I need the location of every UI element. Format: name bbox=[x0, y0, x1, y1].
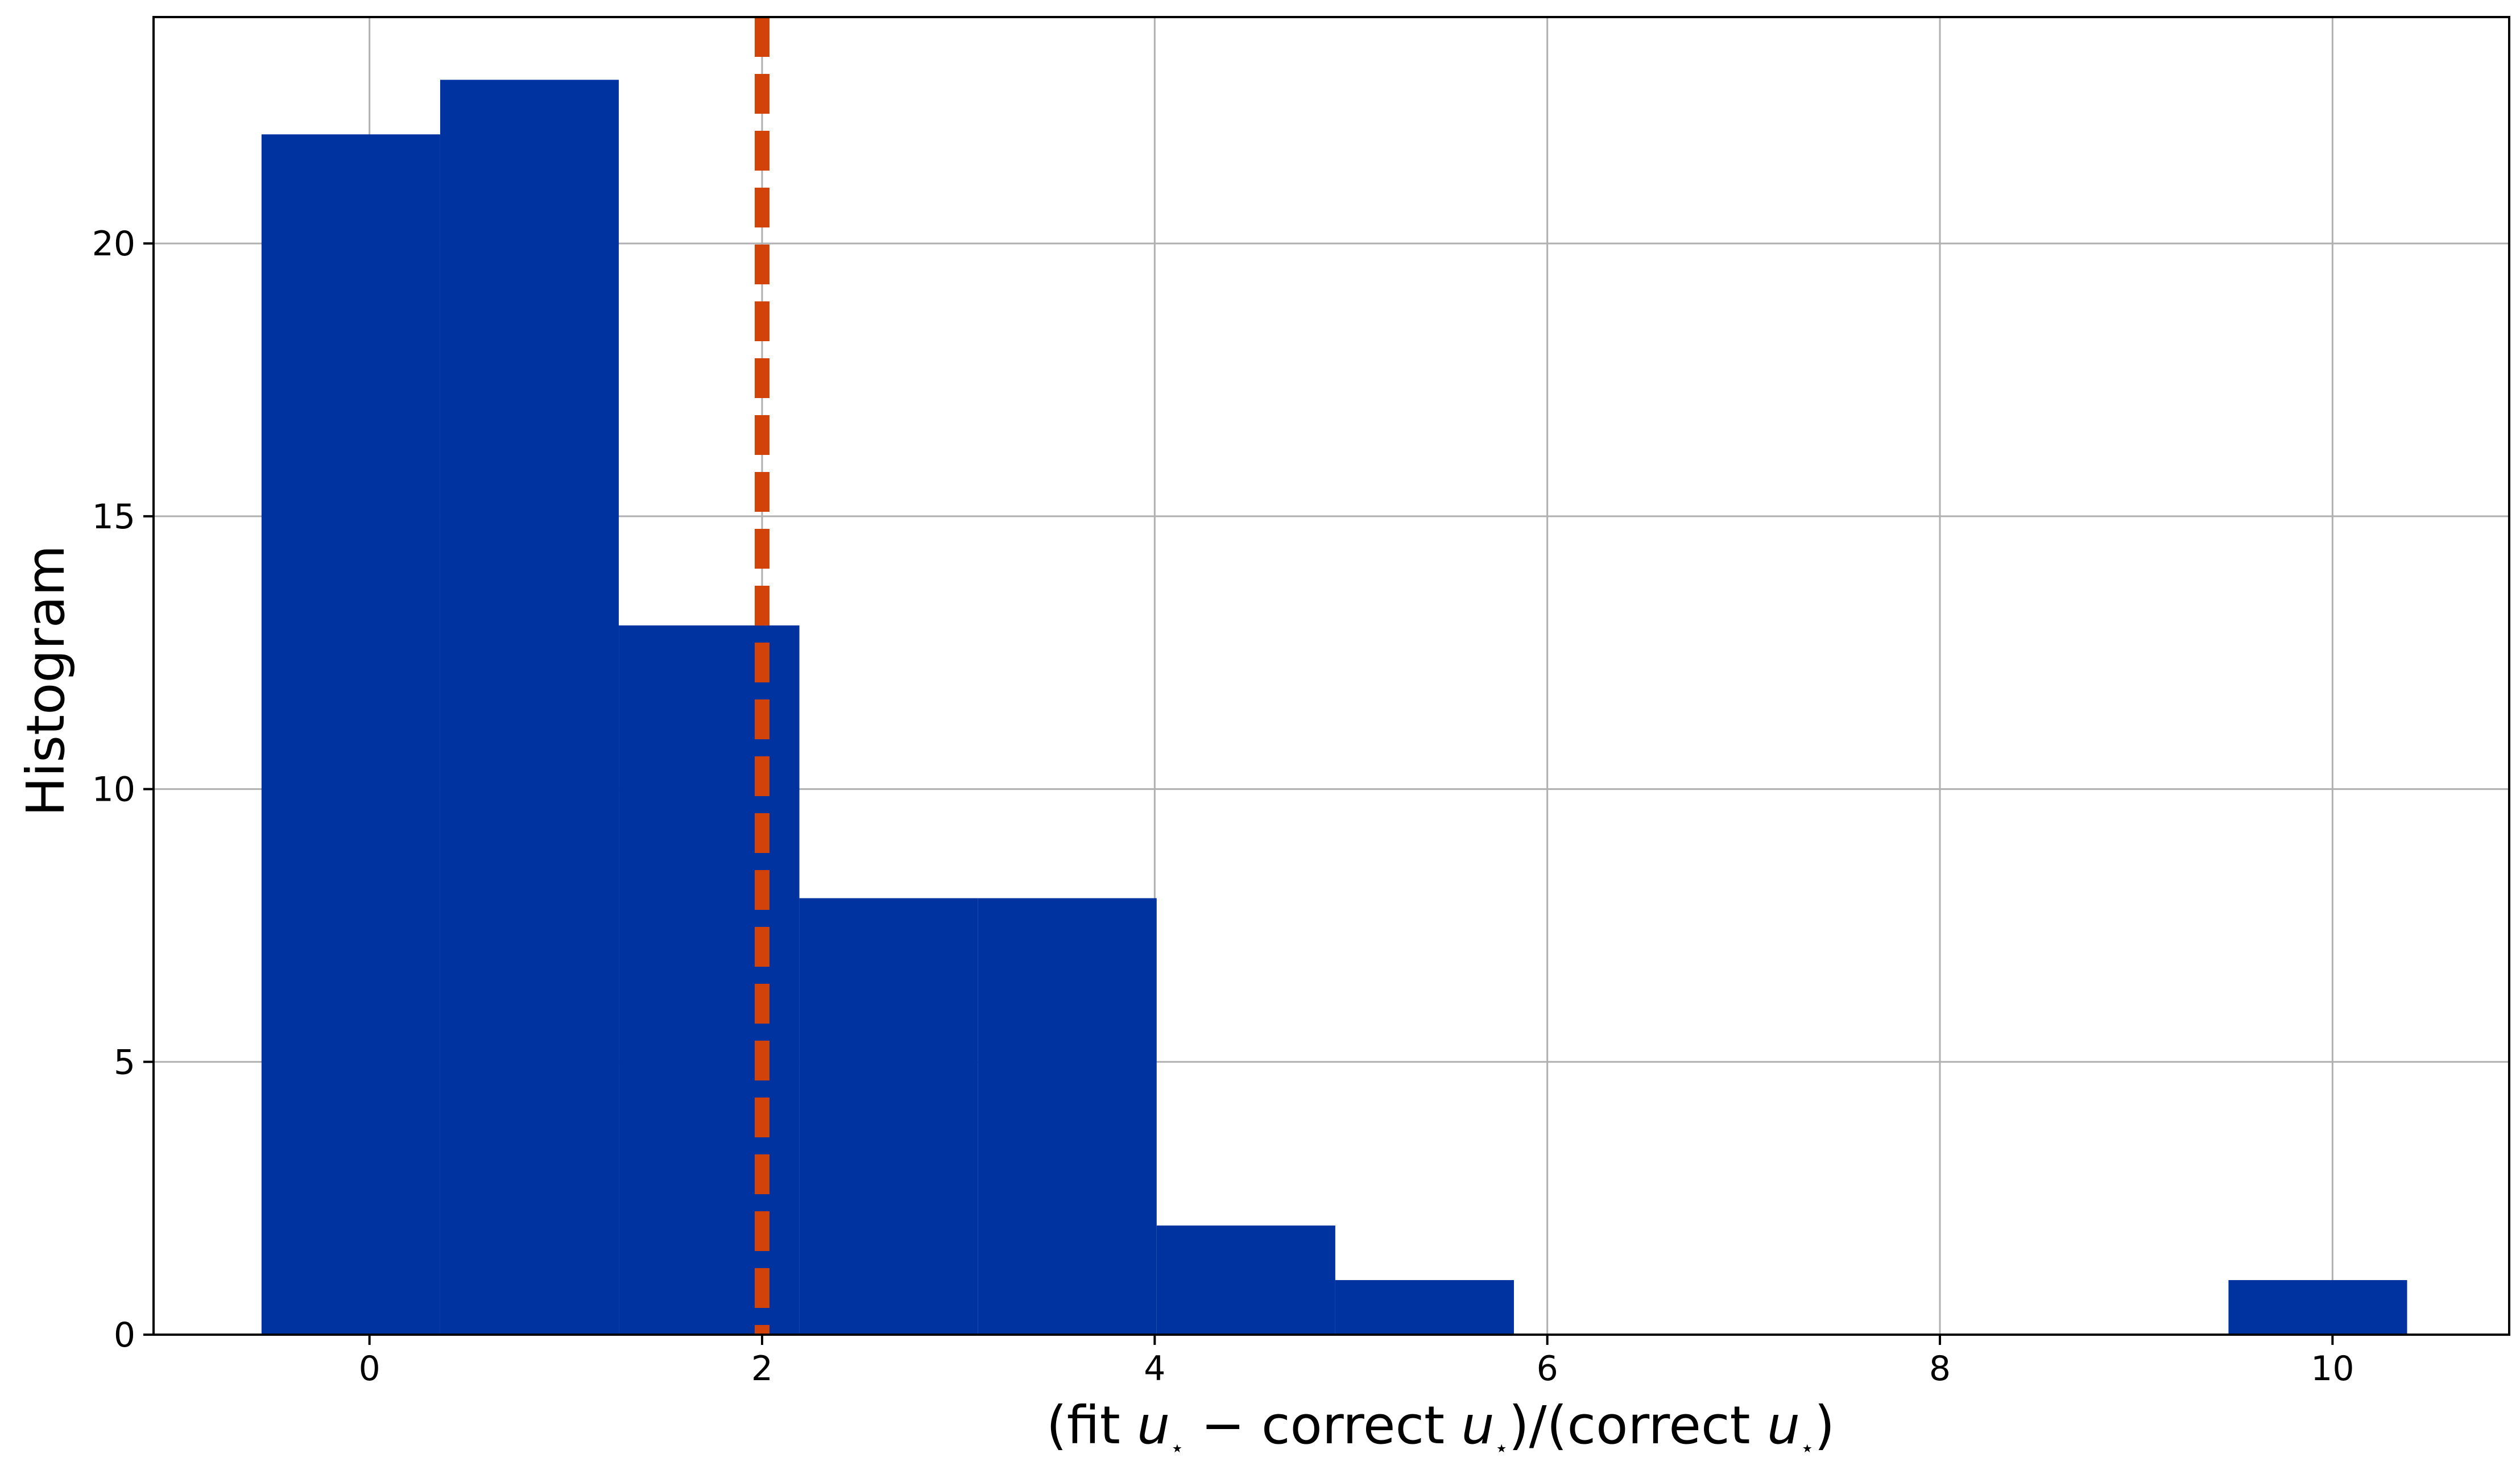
x-tick-label: 10 bbox=[2311, 1349, 2354, 1389]
x-tick-label: 6 bbox=[1537, 1349, 1558, 1389]
axes-frame bbox=[152, 16, 2510, 1336]
histogram-bar bbox=[1156, 1225, 1335, 1335]
y-tick-label: 20 bbox=[92, 224, 135, 264]
histogram-bar bbox=[2228, 1280, 2407, 1335]
y-tick-label: 5 bbox=[114, 1042, 135, 1082]
x-axis-label: (fit u⋆ − correct u⋆)/(correct u⋆) bbox=[1046, 1395, 1835, 1461]
histogram-bar bbox=[619, 625, 800, 1335]
histogram-bar bbox=[1335, 1280, 1515, 1335]
y-tick-label: 15 bbox=[92, 497, 135, 537]
histogram-bar bbox=[978, 898, 1157, 1335]
y-tick-label: 0 bbox=[114, 1315, 135, 1355]
x-tick-label: 2 bbox=[751, 1349, 773, 1389]
y-tick-label: 10 bbox=[92, 770, 135, 810]
x-tick-label: 8 bbox=[1929, 1349, 1951, 1389]
x-tick-label: 0 bbox=[359, 1349, 380, 1389]
histogram-bar bbox=[799, 898, 978, 1335]
histogram-bar bbox=[261, 134, 440, 1335]
histogram-bar bbox=[440, 80, 619, 1335]
axis-ticks: 0 2 4 6 8 10 0 5 10 15 20 bbox=[92, 224, 2355, 1389]
y-axis-label: Histogram bbox=[15, 545, 76, 816]
x-tick-label: 4 bbox=[1144, 1349, 1165, 1389]
